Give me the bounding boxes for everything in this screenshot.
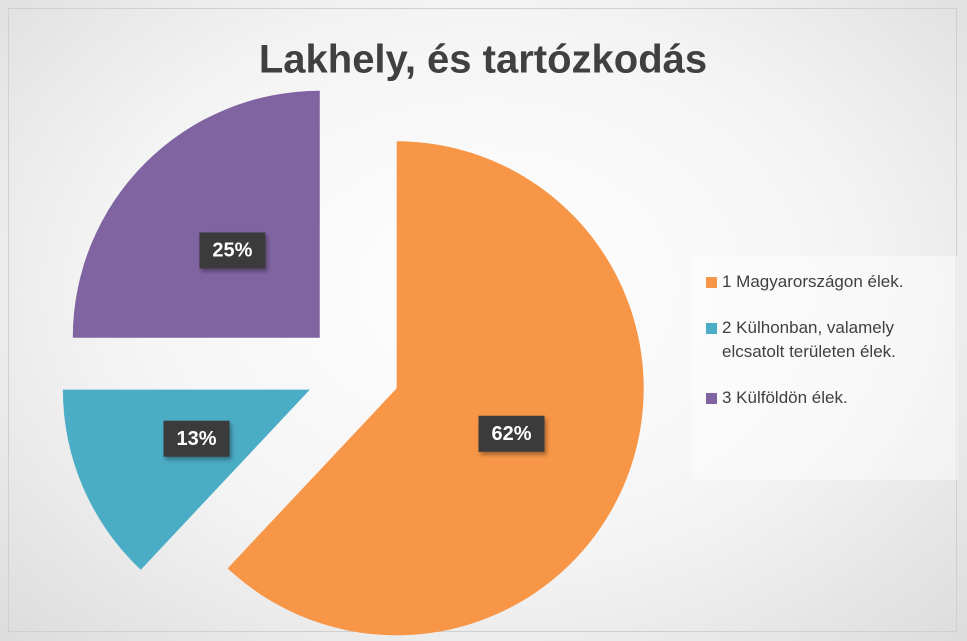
data-label-box (478, 415, 545, 452)
legend-label: 3 Külföldön élek. (722, 388, 848, 407)
legend-item: 2 Külhonban, valamely elcsatolt területe… (706, 316, 956, 364)
data-label-box (199, 232, 266, 269)
legend-label: 2 Külhonban, valamely elcsatolt területe… (722, 318, 896, 361)
data-label: 13% (177, 428, 217, 450)
pie-slice (227, 141, 644, 636)
legend-label: 1 Magyarországon élek. (722, 272, 904, 291)
legend-item: 3 Külföldön élek. (706, 386, 956, 410)
legend-swatch (706, 277, 717, 288)
chart-frame (8, 8, 957, 632)
data-label: 25% (212, 240, 252, 262)
legend-swatch (706, 393, 717, 404)
pie-slice (62, 389, 310, 570)
pie-slice (72, 90, 320, 338)
chart-title: Lakhely, és tartózkodás (259, 38, 707, 82)
legend-item: 1 Magyarországon élek. (706, 270, 956, 294)
legend: 1 Magyarországon élek. 2 Külhonban, valam… (692, 256, 958, 480)
data-label-box (163, 420, 230, 457)
data-label: 62% (492, 423, 532, 445)
legend-swatch (706, 323, 717, 334)
